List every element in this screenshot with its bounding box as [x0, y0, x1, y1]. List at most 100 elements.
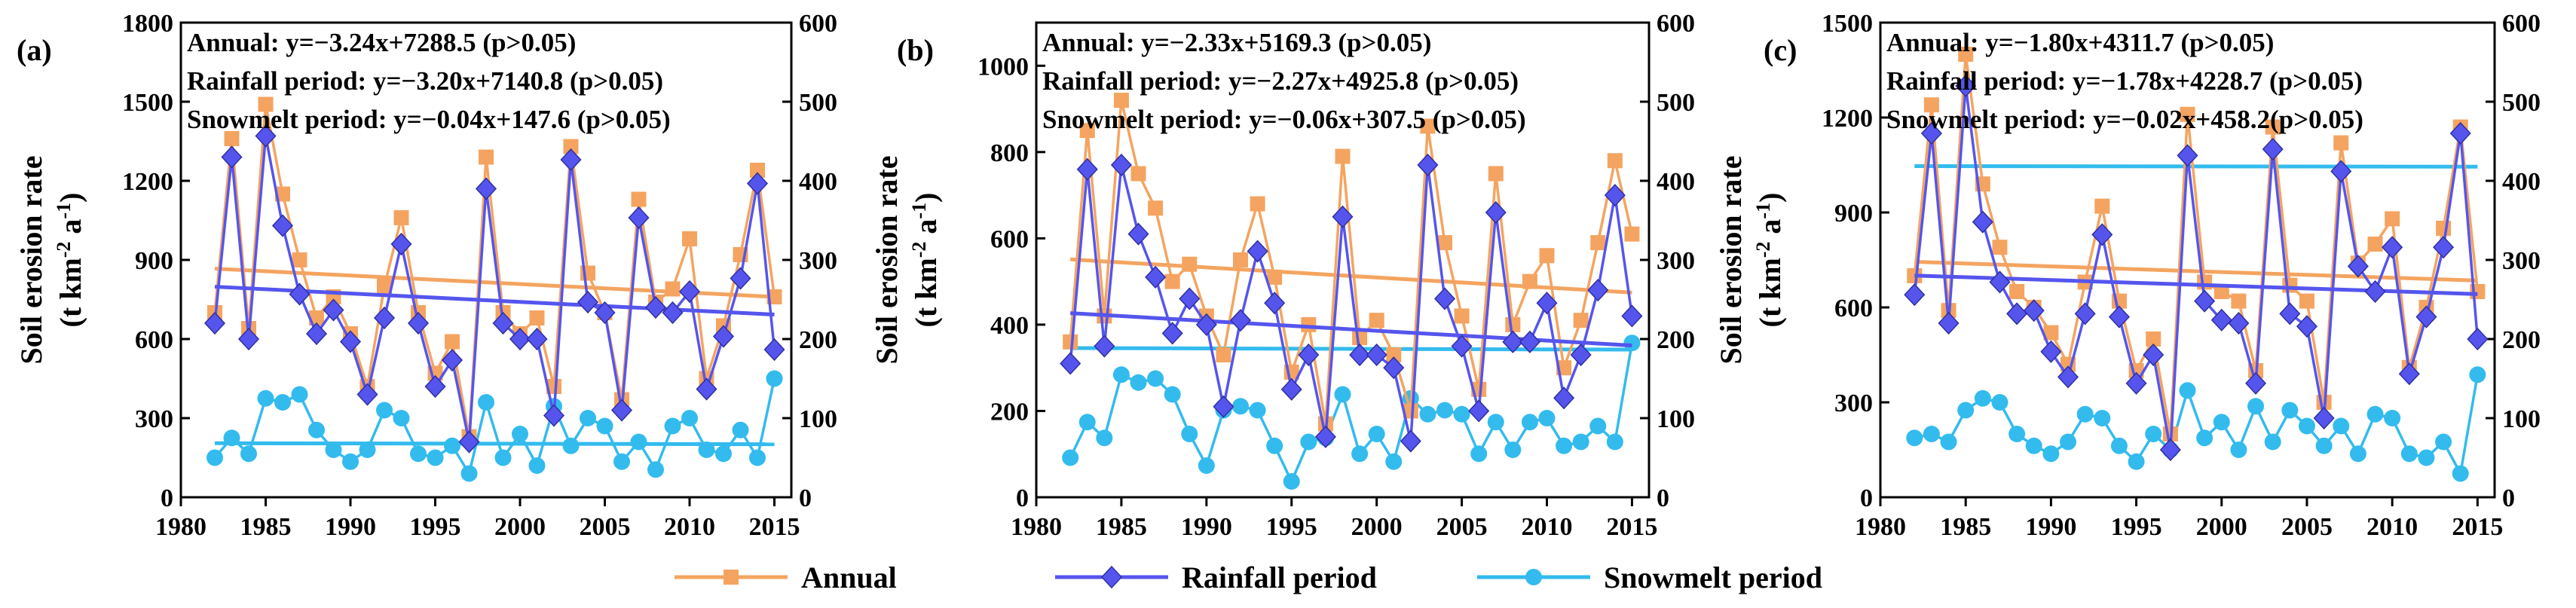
point-snowmelt-period-1988: [1164, 386, 1181, 403]
point-rainfall-period-1992: [373, 306, 396, 330]
y-tick-label-right: 200: [1657, 326, 1695, 354]
point-rainfall-period-2007: [628, 206, 650, 230]
point-rainfall-period-2010: [1536, 292, 1558, 315]
y-axis-title-line1: Soil erosion rate: [1714, 155, 1748, 364]
line-annual: [213, 104, 776, 437]
point-snowmelt-period-1991: [2060, 433, 2077, 451]
point-annual-1985: [1958, 47, 1974, 62]
regression-annotation: Rainfall period: y=−3.20x+7140.8 (p>0.05…: [187, 66, 663, 96]
point-rainfall-period-2012: [1570, 343, 1592, 367]
y-tick-label-right: 100: [799, 405, 837, 433]
point-snowmelt-period-2001: [1385, 453, 1403, 470]
point-rainfall-period-2011: [2398, 362, 2420, 386]
point-annual-2005: [1454, 308, 1470, 324]
point-snowmelt-period-1992: [1232, 398, 1249, 415]
x-tick-label: 1985: [1940, 513, 1991, 541]
point-annual-2007: [2333, 135, 2349, 151]
point-snowmelt-period-1999: [2196, 429, 2213, 447]
point-snowmelt-period-2006: [613, 453, 630, 470]
point-rainfall-period-2001: [1383, 356, 1405, 380]
legend-label-rainfall: Rainfall period: [1182, 561, 1377, 594]
point-snowmelt-period-2015: [2469, 366, 2486, 383]
point-snowmelt-period-1999: [494, 449, 512, 466]
legend-item-snowmelt: Snowmelt period: [1477, 561, 1822, 594]
point-snowmelt-period-1992: [2076, 405, 2094, 423]
point-rainfall-period-1997: [1314, 425, 1336, 448]
point-snowmelt-period-2012: [715, 445, 732, 463]
point-rainfall-period-1988: [305, 322, 328, 346]
point-rainfall-period-2000: [509, 327, 531, 351]
point-rainfall-period-2013: [1587, 278, 1609, 302]
legend-marker-annual: [724, 570, 739, 585]
point-rainfall-period-1983: [221, 145, 243, 169]
point-annual-2009: [665, 281, 681, 297]
y-tick-label-left: 200: [990, 398, 1029, 426]
point-annual-2001: [2231, 293, 2247, 309]
point-rainfall-period-1995: [2125, 371, 2147, 395]
y-axis-title-line1: Soil erosion rate: [14, 155, 48, 364]
point-annual-2013: [2436, 221, 2452, 236]
point-annual-1999: [1352, 330, 1368, 346]
point-snowmelt-period-1985: [1957, 402, 1975, 419]
point-snowmelt-period-1986: [274, 394, 291, 411]
line-annual: [1913, 53, 2480, 435]
point-rainfall-period-2015: [1621, 304, 1643, 328]
chart-panel-c: (c) Soil erosion rate (t km-2 a-1) 0 300 600 9…: [1714, 10, 2541, 541]
point-snowmelt-period-1993: [393, 410, 410, 426]
point-rainfall-period-2000: [1366, 343, 1387, 367]
series-snowmelt-period: [1062, 335, 1641, 490]
point-annual-2002: [1403, 403, 1418, 419]
point-snowmelt-period-1982: [207, 449, 223, 466]
point-rainfall-period-1990: [2040, 340, 2062, 363]
point-rainfall-period-1997: [458, 430, 480, 454]
regression-annotation: Snowmelt period: y=−0.06x+307.5 (p>0.05): [1042, 105, 1526, 134]
regression-annotation: Rainfall period: y=−2.27x+4925.8 (p>0.05…: [1042, 66, 1519, 96]
point-snowmelt-period-1987: [291, 386, 308, 403]
point-snowmelt-period-1984: [1940, 433, 1957, 451]
point-rainfall-period-2008: [644, 295, 667, 319]
y-tick-label-left: 0: [1016, 484, 1029, 512]
point-rainfall-period-1997: [2159, 438, 2181, 462]
point-snowmelt-period-2004: [1436, 402, 1453, 419]
regression-annotation: Snowmelt period: y=−0.02x+458.2(p>0.05): [1886, 105, 2363, 134]
point-snowmelt-period-1992: [376, 402, 393, 419]
point-rainfall-period-1986: [1972, 210, 1993, 234]
point-snowmelt-period-2005: [596, 417, 613, 435]
point-rainfall-period-2008: [1502, 330, 1524, 353]
y-axis-title-line2: (t km-2 a-1): [1752, 193, 1787, 328]
y-axis-unit-sup: -1: [908, 203, 930, 219]
point-annual-2010: [682, 231, 697, 246]
point-rainfall-period-2008: [2347, 255, 2369, 278]
point-rainfall-period-1982: [1904, 283, 1926, 307]
point-snowmelt-period-2011: [698, 441, 715, 458]
point-snowmelt-period-1986: [1974, 390, 1991, 407]
y-tick-label-right: 500: [799, 89, 837, 117]
y-tick-label-left: 0: [161, 484, 173, 512]
point-annual-1985: [258, 96, 274, 112]
point-snowmelt-period-1989: [1181, 426, 1198, 442]
point-rainfall-period-2014: [2449, 121, 2471, 145]
point-rainfall-period-1985: [1110, 153, 1132, 177]
point-rainfall-period-2015: [763, 338, 785, 362]
point-rainfall-period-2012: [712, 325, 735, 348]
y-tick-label-left: 900: [135, 247, 173, 275]
y-tick-label-left: 600: [1834, 295, 1873, 322]
point-annual-1998: [2180, 106, 2195, 122]
trend-line-rainfall-period: [1070, 311, 1632, 348]
point-rainfall-period-2013: [2433, 236, 2455, 259]
y-tick-label-right: 600: [2502, 10, 2541, 38]
trend-line-snowmelt-period: [1070, 346, 1632, 352]
series-rainfall-period: [203, 124, 785, 454]
point-rainfall-period-1994: [407, 311, 430, 335]
point-annual-2009: [1522, 273, 1537, 289]
point-snowmelt-period-2004: [2281, 402, 2299, 419]
series-rainfall-period: [1060, 153, 1643, 453]
line-rainfall-period: [1069, 164, 1634, 441]
point-rainfall-period-1999: [492, 311, 514, 335]
y-tick-label-left: 1500: [1822, 10, 1873, 38]
point-snowmelt-period-2005: [2298, 417, 2315, 435]
point-snowmelt-period-1995: [427, 449, 444, 466]
y-axis-unit-text: a: [1753, 219, 1787, 242]
point-annual-2002: [546, 379, 561, 394]
